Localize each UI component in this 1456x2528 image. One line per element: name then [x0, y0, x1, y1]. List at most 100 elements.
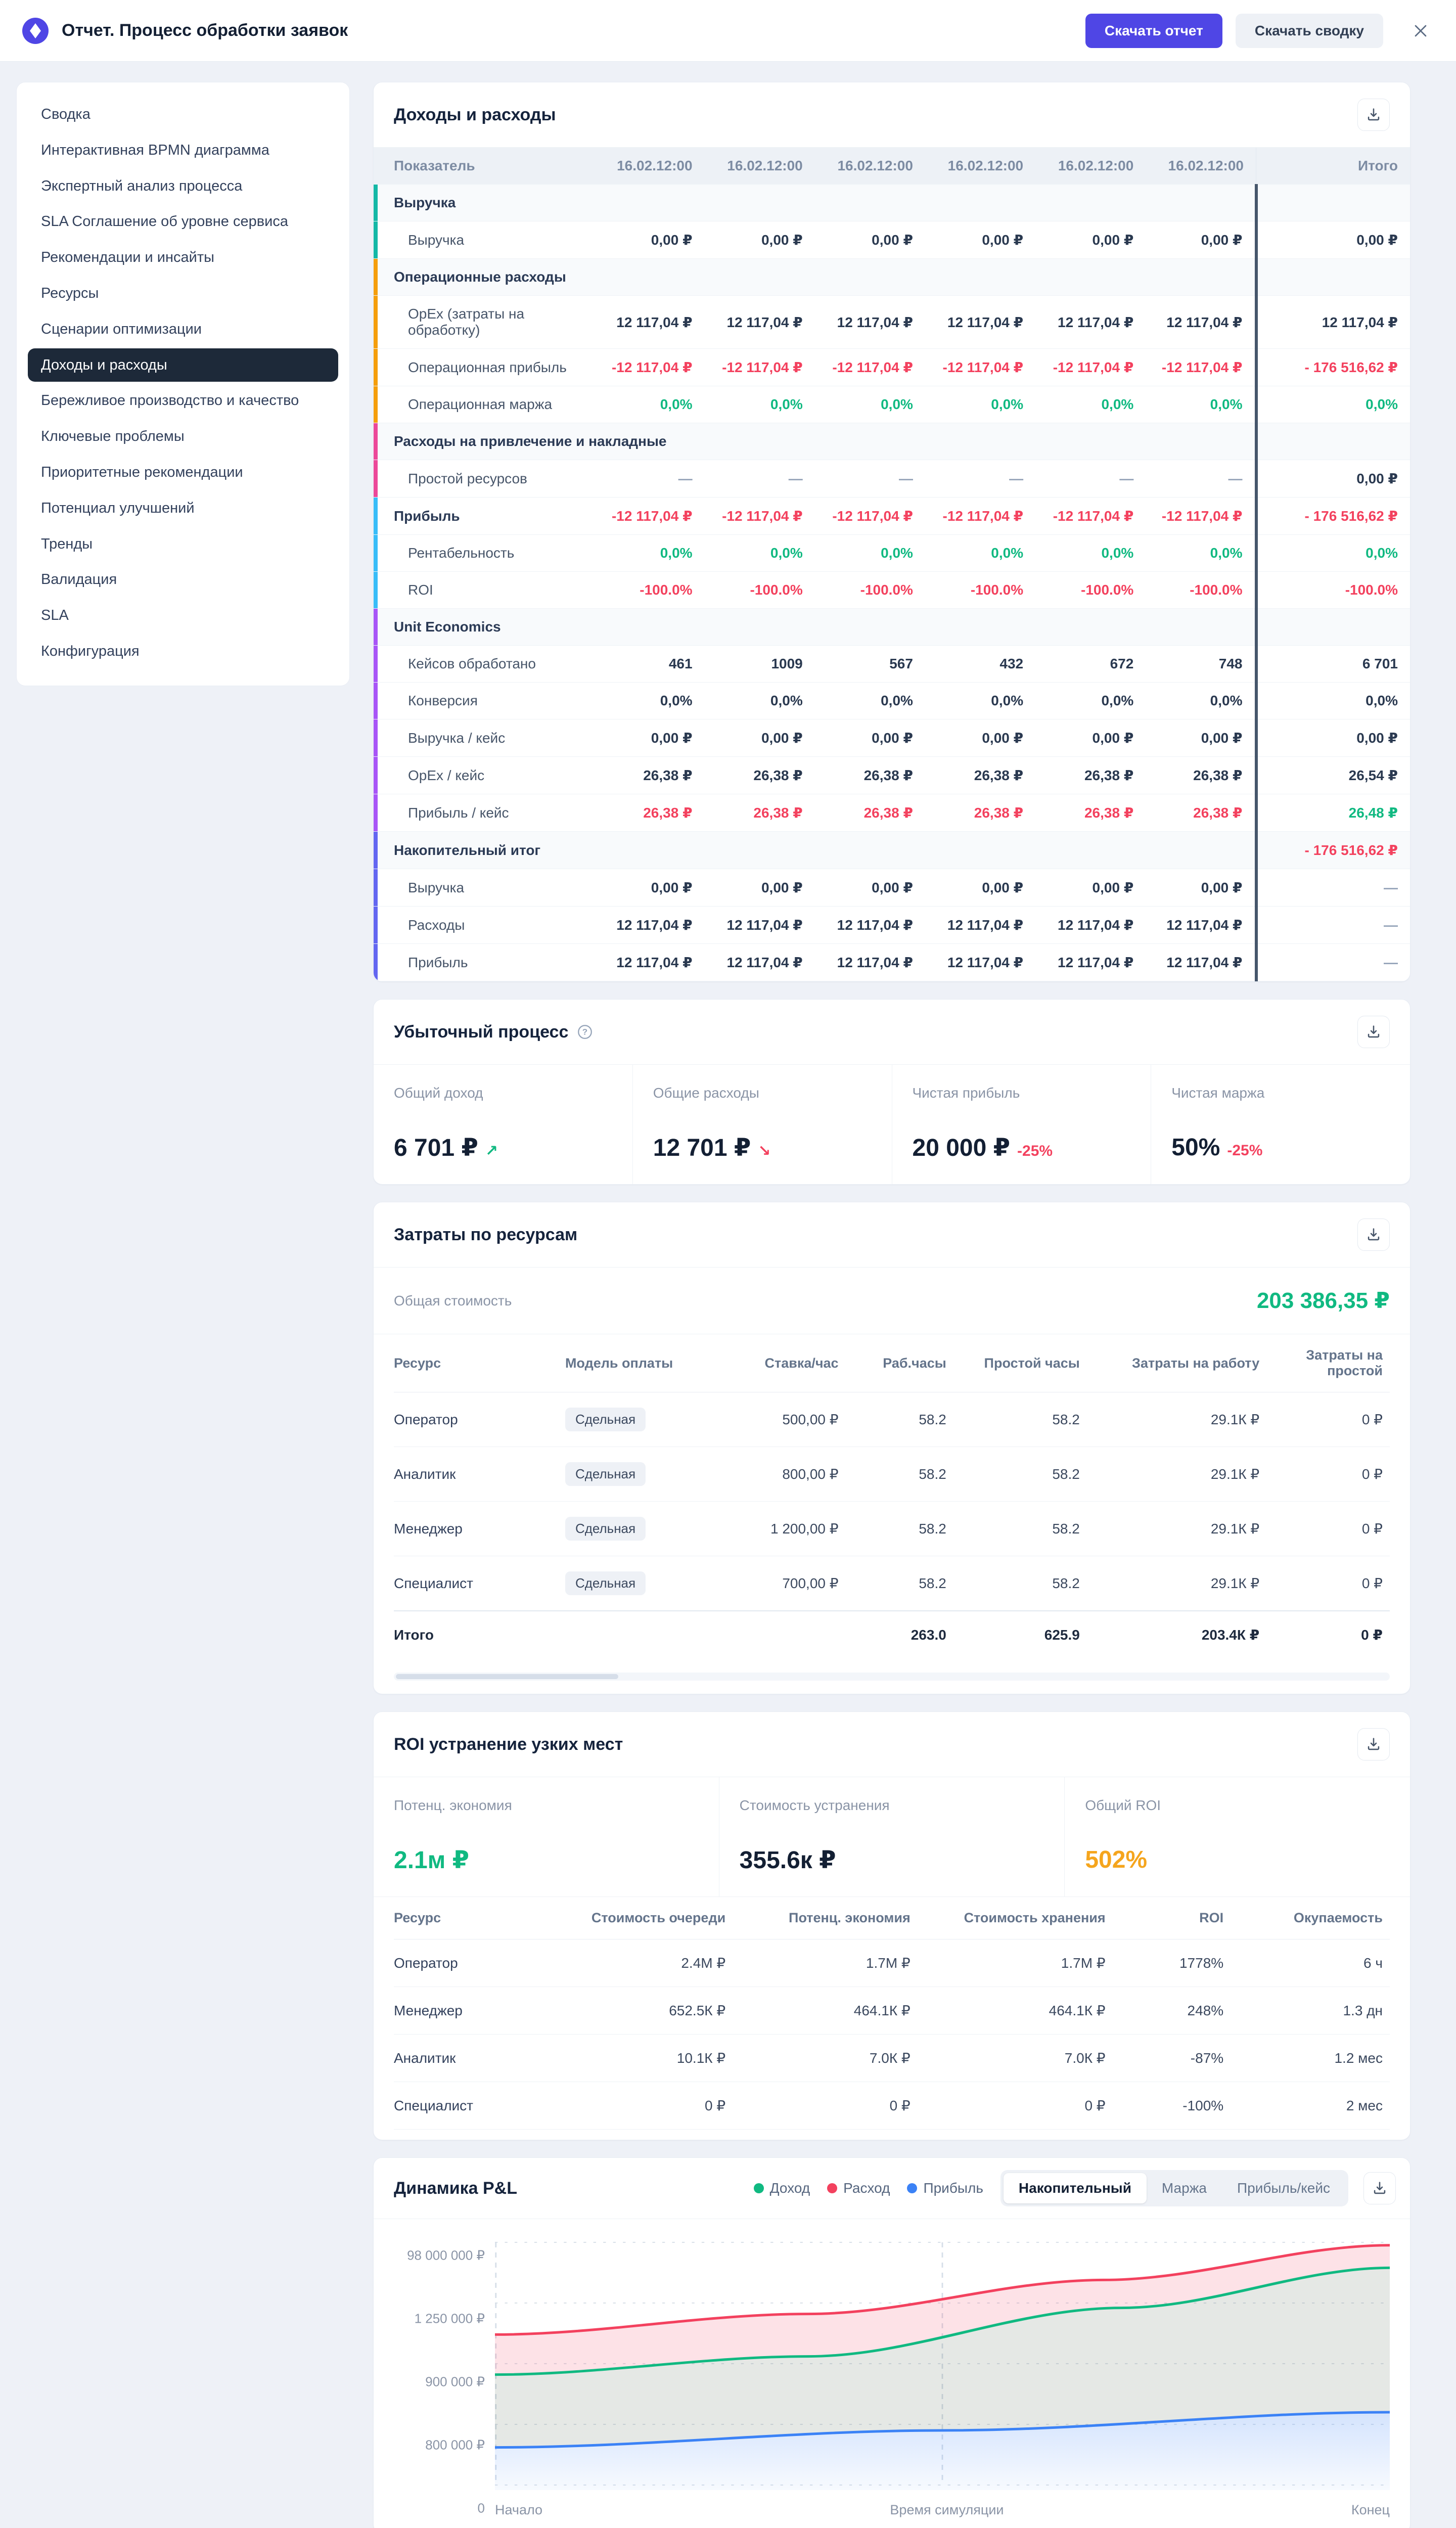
stat-card: Потенц. экономия 2.1м ₽ [374, 1777, 719, 1897]
table-cell: Сдельная [558, 1556, 712, 1611]
metric-label: Расходы [374, 906, 595, 944]
sidebar-item[interactable]: Валидация [41, 571, 117, 588]
sidebar-item[interactable]: Экспертный анализ процесса [41, 177, 243, 194]
chart-legend: Доход Расход Прибыль [753, 2180, 983, 2196]
table-total-cell: 263.0 [845, 1610, 953, 1658]
top-actions: Скачать отчет Скачать сводку [1085, 13, 1434, 48]
total-cell: 26,48 ₽ [1254, 794, 1410, 832]
value-cell: 26,38 ₽ [704, 756, 815, 794]
value-cell: 0,0% [1035, 534, 1146, 572]
y-axis-labels: 98 000 000 ₽ 1 250 000 ₽ 900 000 ₽ 800 000 … [394, 2237, 495, 2516]
legend-item[interactable]: Прибыль [907, 2180, 983, 2196]
pnl-data-row: Кейсов обработано 461 1009 567 432 672 748 6 70… [374, 645, 1410, 683]
y-tick-label: 800 000 ₽ [425, 2437, 485, 2453]
sidebar-item[interactable]: Сводка [41, 106, 90, 122]
column-header-total: Итого [1256, 148, 1410, 185]
metric-label: Прибыль [374, 497, 595, 535]
table-cell: 29.1К ₽ [1086, 1501, 1267, 1556]
chart-mode-tab[interactable]: Маржа [1161, 2180, 1207, 2196]
column-header: Раб.часы [845, 1334, 953, 1392]
table-cell: Специалист [394, 1556, 558, 1611]
sidebar-item[interactable]: Рекомендации и инсайты [41, 249, 214, 266]
table-total-cell: 625.9 [953, 1610, 1087, 1658]
sidebar-item[interactable]: Бережливое производство и качество [41, 392, 299, 409]
horizontal-scrollbar-thumb[interactable] [396, 1674, 618, 1679]
value-cell: 0,00 ₽ [925, 221, 1036, 259]
table-row: Оператор Сдельная 500,00 ₽58.2 58.2 29.1К ₽0… [394, 1392, 1390, 1447]
legend-dot-icon [753, 2183, 764, 2193]
column-header: Потенц. экономия [733, 1897, 918, 1939]
table-cell: 1.3 дн [1231, 1987, 1390, 2035]
pnl-area-chart [495, 2237, 1390, 2490]
sidebar-item[interactable]: Доходы и расходы [28, 348, 338, 382]
metric-label: Выручка [374, 221, 595, 259]
resources-card-header: Затраты по ресурсам [374, 1202, 1410, 1268]
table-cell: 652.5К ₽ [548, 1987, 733, 2035]
chart-mode-tab[interactable]: Накопительный [1003, 2173, 1147, 2203]
download-report-button[interactable]: Скачать отчет [1085, 13, 1222, 48]
value-cell: -12 117,04 ₽ [594, 348, 705, 386]
resources-table-host: Ресурс Модель оплаты Ставка/час Раб.часы Про… [374, 1334, 1410, 1663]
value-cell: -100.0% [814, 571, 925, 609]
metric-label: OpEx (затраты на обработку) [374, 295, 595, 349]
value-cell: -12 117,04 ₽ [1146, 348, 1256, 386]
sidebar-item[interactable]: Ключевые проблемы [41, 428, 185, 445]
stat-value: 6 701 ₽ ↗ [394, 1135, 498, 1161]
close-icon[interactable] [1407, 18, 1434, 44]
sidebar-item[interactable]: Ресурсы [41, 285, 99, 301]
table-cell: 248% [1112, 1987, 1231, 2035]
sidebar-item[interactable]: SLA [41, 607, 69, 624]
resources-total-value: 203 386,35 ₽ [1256, 1288, 1390, 1313]
table-row: Оператор 2.4М ₽1.7М ₽1.7М ₽1778% 6 ч [394, 1939, 1390, 1987]
stat-label: Стоимость устранения [739, 1797, 890, 1813]
download-icon[interactable] [1357, 1016, 1390, 1048]
sidebar-item[interactable]: Приоритетные рекомендации [41, 464, 243, 480]
sidebar-item[interactable]: Интерактивная BPMN диаграмма [41, 142, 269, 158]
table-cell: 58.2 [845, 1447, 953, 1502]
roi-card-header: ROI устранение узких мест [374, 1712, 1410, 1777]
info-icon[interactable]: ? [576, 1023, 594, 1041]
value-cell: 0,00 ₽ [814, 221, 925, 259]
chart-mode-tab[interactable]: Прибыль/кейс [1237, 2180, 1330, 2196]
pnl-data-row: ROI -100.0% -100.0% -100.0% -100.0% -100.0% -1… [374, 571, 1410, 609]
pnl-data-row: Выручка 0,00 ₽0,00 ₽0,00 ₽0,00 ₽0,00 ₽0,0… [374, 221, 1410, 259]
download-icon[interactable] [1357, 1728, 1390, 1760]
sidebar-item[interactable]: Тренды [41, 535, 93, 552]
y-tick-label: 900 000 ₽ [425, 2374, 485, 2389]
value-cell: 12 117,04 ₽ [594, 906, 705, 944]
horizontal-scrollbar[interactable] [394, 1673, 1390, 1681]
table-cell: 464.1К ₽ [917, 1987, 1113, 2035]
total-cell: 0,00 ₽ [1254, 221, 1410, 259]
value-cell: 0,0% [594, 682, 705, 719]
legend-item[interactable]: Доход [753, 2180, 810, 2196]
table-total-cell: Итого [394, 1610, 558, 1658]
total-cell: 12 117,04 ₽ [1254, 295, 1410, 349]
legend-item[interactable]: Расход [827, 2180, 890, 2196]
value-cell: 12 117,04 ₽ [1035, 295, 1146, 349]
table-cell: 0 ₽ [1266, 1447, 1390, 1502]
download-icon[interactable] [1363, 2172, 1396, 2204]
payment-model-badge: Сдельная [565, 1517, 646, 1541]
value-cell: 0,0% [704, 534, 815, 572]
sidebar-item[interactable]: Конфигурация [41, 643, 140, 659]
stat-card: Общий ROI 502% [1064, 1777, 1410, 1897]
download-icon[interactable] [1357, 99, 1390, 131]
sidebar-item[interactable]: Сценарии оптимизации [41, 321, 202, 337]
table-cell: 700,00 ₽ [712, 1556, 846, 1611]
series-line-Прибыль [495, 2411, 1390, 2449]
sidebar-item[interactable]: SLA Соглашение об уровне сервиса [41, 213, 288, 230]
value-cell: 26,38 ₽ [1146, 794, 1256, 832]
value-cell: -100.0% [704, 571, 815, 609]
table-cell: 6 ч [1231, 1939, 1390, 1987]
value-cell: -12 117,04 ₽ [814, 348, 925, 386]
table-cell: 0 ₽ [733, 2082, 918, 2130]
table-cell: 58.2 [953, 1501, 1087, 1556]
download-icon[interactable] [1357, 1218, 1390, 1251]
download-summary-button[interactable]: Скачать сводку [1235, 13, 1383, 48]
sidebar-item[interactable]: Потенциал улучшений [41, 500, 195, 516]
table-cell: 0 ₽ [1266, 1556, 1390, 1611]
table-cell: 7.0К ₽ [733, 2034, 918, 2082]
pnl-data-row: OpEx / кейс 26,38 ₽26,38 ₽26,38 ₽26,38 ₽2… [374, 756, 1410, 794]
value-cell: -12 117,04 ₽ [925, 497, 1036, 535]
value-cell: 12 117,04 ₽ [814, 943, 925, 981]
